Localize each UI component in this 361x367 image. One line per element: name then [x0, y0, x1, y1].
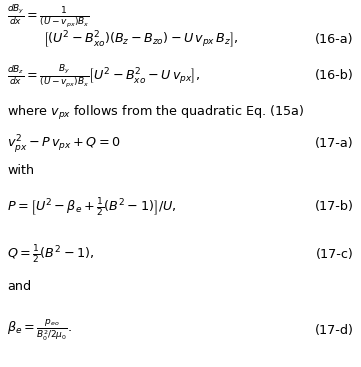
Text: $P = \left[U^2 - \beta_e + \frac{1}{2}(B^2 - 1)\right]/U,$: $P = \left[U^2 - \beta_e + \frac{1}{2}(B…: [7, 196, 177, 218]
Text: (17-a): (17-a): [315, 137, 354, 150]
Text: $\frac{dB_y}{dx} = \frac{1}{(U - v_{px})B_x}$: $\frac{dB_y}{dx} = \frac{1}{(U - v_{px})…: [7, 2, 90, 29]
Text: $v_{px}^2 - P\,v_{px} + Q = 0$: $v_{px}^2 - P\,v_{px} + Q = 0$: [7, 133, 121, 155]
Text: (17-c): (17-c): [316, 248, 354, 261]
Text: and: and: [7, 280, 31, 293]
Text: with: with: [7, 164, 34, 177]
Text: (16-b): (16-b): [315, 69, 354, 83]
Text: (17-d): (17-d): [315, 324, 354, 337]
Text: $\beta_e = \frac{p_{eo}}{B_0^2/2\mu_0}.$: $\beta_e = \frac{p_{eo}}{B_0^2/2\mu_0}.$: [7, 317, 73, 343]
Text: $\left[(U^2 - B_{xo}^2)(B_z - B_{zo}) - U\,v_{px}\,B_z\right],$: $\left[(U^2 - B_{xo}^2)(B_z - B_{zo}) - …: [43, 29, 239, 50]
Text: $\frac{dB_z}{dx} = \frac{B_y}{(U - v_{px})B_x}\left[U^2 - B_{xo}^2 - U\,v_{px}\r: $\frac{dB_z}{dx} = \frac{B_y}{(U - v_{px…: [7, 62, 200, 90]
Text: where $v_{px}$ follows from the quadratic Eq. (15a): where $v_{px}$ follows from the quadrati…: [7, 103, 305, 122]
Text: (17-b): (17-b): [315, 200, 354, 213]
Text: (16-a): (16-a): [315, 33, 354, 46]
Text: $Q = \frac{1}{2}(B^2 - 1),$: $Q = \frac{1}{2}(B^2 - 1),$: [7, 243, 94, 265]
